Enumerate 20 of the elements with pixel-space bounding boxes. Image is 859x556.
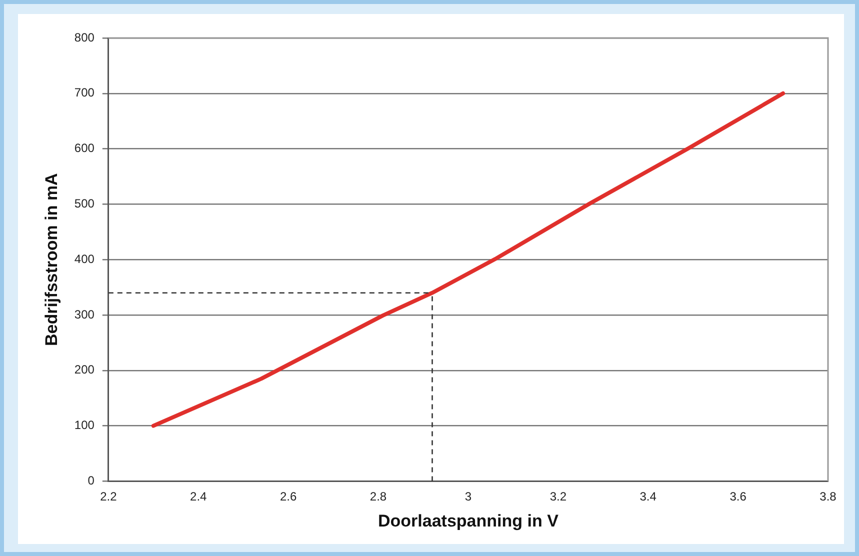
x-tick-label: 2.8 (370, 490, 387, 504)
y-tick-label: 500 (74, 196, 95, 211)
y-tick-label: 0 (88, 474, 95, 488)
x-tick-label: 3.4 (640, 490, 657, 504)
x-tick-label: 3.8 (820, 490, 837, 504)
y-tick-label: 200 (74, 362, 95, 377)
x-tick-label: 2.4 (190, 490, 208, 504)
y-tick-label: 700 (74, 86, 95, 100)
y-tick-label: 300 (74, 307, 95, 322)
x-tick-label: 3.6 (730, 490, 747, 504)
y-tick-label: 600 (74, 141, 95, 156)
y-tick-label: 100 (74, 418, 95, 432)
x-tick-label: 2.2 (100, 490, 118, 504)
x-tick-label: 3 (464, 490, 472, 504)
y-axis-title: Bedrijfsstroom in mA (42, 173, 61, 346)
x-tick-label: 3.2 (550, 490, 567, 504)
x-tick-label: 2.6 (280, 490, 297, 504)
y-tick-label: 800 (74, 30, 95, 44)
y-tick-label: 400 (74, 252, 95, 266)
x-axis-title: Doorlaatspanning in V (378, 511, 560, 530)
